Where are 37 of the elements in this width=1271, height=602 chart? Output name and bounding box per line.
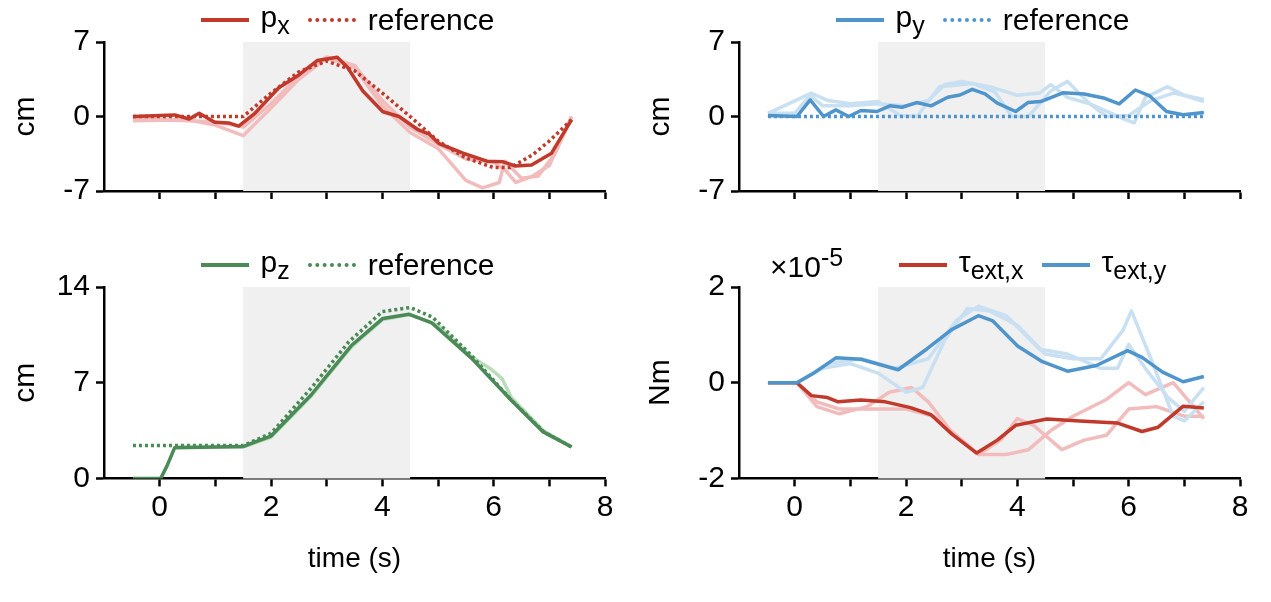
legend-label: p$_{y}$ (895, 0, 925, 40)
x-axis-title: time (s) (307, 541, 402, 573)
x-tick-label: 6 (485, 488, 503, 522)
x-tick-label: 8 (596, 488, 614, 522)
x-tick-label: 0 (786, 488, 804, 522)
legend-label: τ$_{ext,x}$ (958, 245, 1024, 285)
y-tick-label: 7 (73, 23, 90, 57)
legend-label: reference (367, 248, 495, 282)
y-tick-label: 2 (708, 268, 725, 302)
y-axis-title: cm (7, 96, 41, 137)
x-tick-label: 2 (262, 488, 280, 522)
text: ×10$^{-5}$ (770, 243, 844, 284)
x-tick-label: 4 (1008, 488, 1026, 522)
y-tick-label: -7 (63, 172, 90, 206)
y-tick-label: 7 (708, 23, 725, 57)
x-tick-label: 2 (897, 488, 915, 522)
x-tick-label: 8 (1231, 488, 1249, 522)
x-tick-label: 0 (151, 488, 169, 522)
legend-label: reference (1002, 3, 1130, 37)
legend-label: reference (367, 3, 495, 37)
legend-label: τ$_{ext,y}$ (1101, 245, 1167, 285)
x-tick-label: 4 (373, 488, 391, 522)
y-axis-title: Nm (642, 359, 676, 407)
y-axis-title: cm (642, 96, 676, 137)
x-tick-label: 6 (1120, 488, 1138, 522)
y-tick-label: 0 (73, 97, 90, 131)
y-tick-label: 0 (73, 459, 90, 493)
y-tick-label: 0 (708, 363, 725, 397)
y-axis-title: cm (7, 362, 41, 403)
y-tick-label: 14 (56, 268, 90, 302)
x-axis-title: time (s) (942, 541, 1037, 573)
legend-label: p$_{x}$ (260, 0, 290, 40)
y-tick-label: 7 (73, 363, 90, 397)
y-tick-label: -7 (698, 172, 725, 206)
legend-label: p$_{z}$ (260, 245, 290, 285)
y-tick-label: 0 (708, 97, 725, 131)
y-tick-label: -2 (698, 459, 725, 493)
